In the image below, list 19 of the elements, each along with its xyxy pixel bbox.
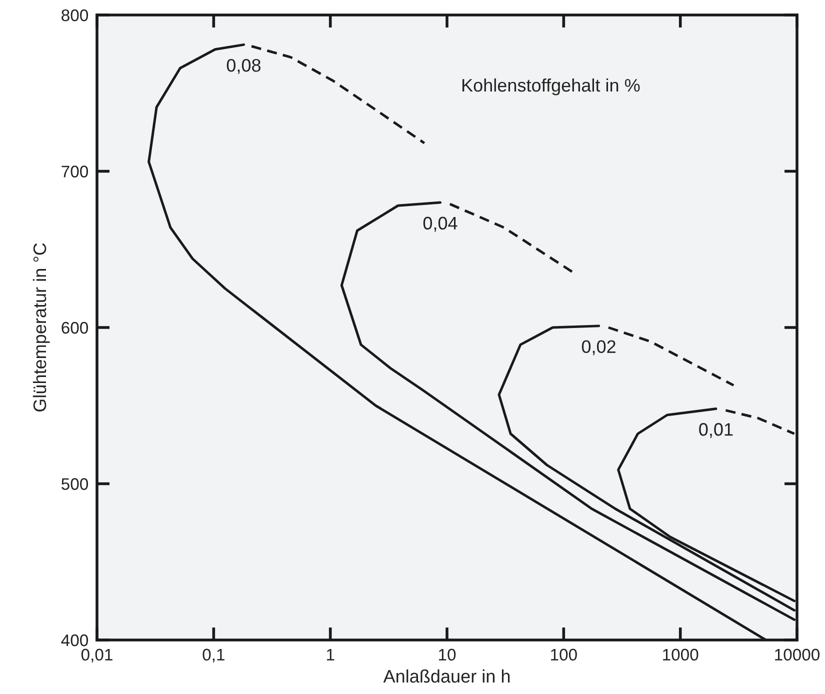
series-label: 0,04: [423, 216, 458, 232]
x-tick-label: 0,1: [202, 648, 224, 663]
x-tick-label: 1000: [663, 648, 698, 661]
x-tick-label: 0,01: [81, 648, 112, 663]
y-tick-label: 700: [62, 166, 88, 178]
y-tick-label: 800: [62, 9, 88, 22]
x-tick-label: 10: [439, 648, 456, 661]
y-tick-label: 400: [61, 634, 88, 646]
x-tick-label: 10000: [775, 648, 820, 661]
y-tick-label: 600: [62, 322, 88, 334]
x-axis-title: Anlaßdauer in h: [383, 669, 510, 683]
y-axis-title: Glühtemperatur in °C: [32, 243, 50, 412]
x-tick-label: 1: [326, 648, 334, 660]
y-tick-label: 500: [62, 478, 88, 490]
series-label: 0,08: [226, 58, 261, 74]
series-label: 0,02: [582, 340, 616, 356]
series-label: 0,01: [699, 423, 733, 438]
annotation: Kohlenstoffgehalt in %: [462, 78, 640, 96]
x-tick-label: 100: [551, 648, 577, 661]
